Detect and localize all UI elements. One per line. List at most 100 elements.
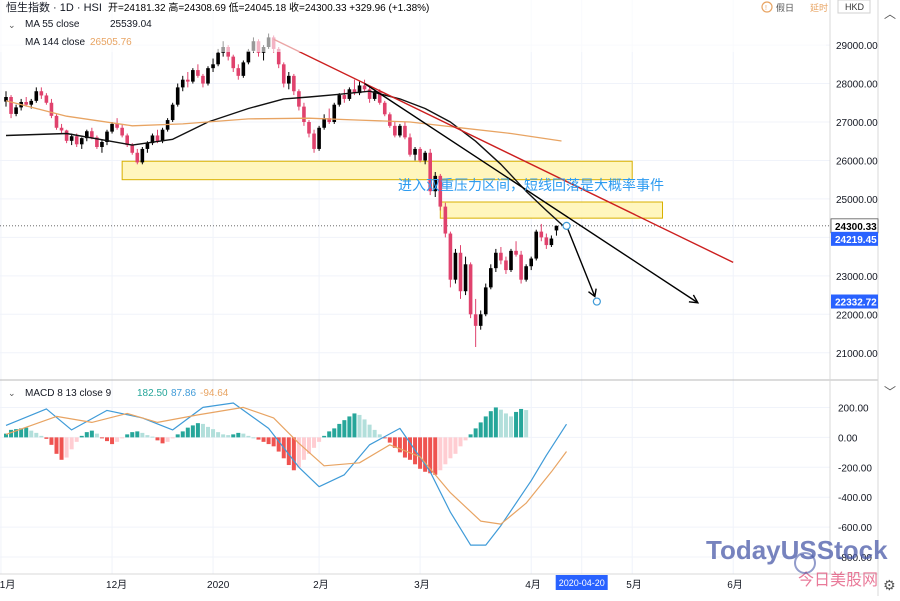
chevron-down-icon[interactable]: ﹀ — [884, 385, 896, 399]
candle-body — [95, 137, 99, 147]
candle-body — [312, 133, 316, 149]
macd-histogram-bar — [105, 437, 109, 442]
candle-body — [135, 152, 140, 163]
candle-body — [150, 135, 155, 144]
candle-body — [544, 237, 549, 246]
macd-histogram-bar — [448, 437, 453, 459]
candle-body — [478, 314, 483, 326]
projection-start-handle — [562, 221, 571, 230]
candle-body — [529, 258, 533, 267]
ma144-label[interactable]: MA 144 close — [25, 37, 85, 48]
candle-body — [115, 123, 119, 128]
candle-body — [342, 95, 347, 99]
macd-histogram-bar — [190, 425, 195, 438]
candle-body — [357, 85, 362, 94]
candle-body — [483, 287, 488, 315]
macd-histogram-bar — [382, 437, 387, 439]
macd-histogram-bar — [49, 437, 54, 445]
candle-body — [468, 264, 473, 315]
candle-body — [433, 175, 438, 192]
macd-histogram-bar — [135, 431, 140, 438]
time-tick-label: 4月 — [525, 579, 541, 591]
macd-histogram-bar — [69, 437, 74, 450]
candle-body — [100, 142, 104, 147]
collapse-macd-icon[interactable]: ⌄ — [8, 388, 16, 398]
macd-histogram-bar — [39, 435, 44, 438]
macd-histogram-bar — [251, 437, 256, 439]
candle-body — [489, 268, 493, 288]
chevron-up-icon[interactable]: ︿ — [884, 7, 896, 21]
currency-badge[interactable] — [837, 0, 871, 14]
info-icon[interactable] — [761, 1, 773, 13]
candle-body — [196, 70, 200, 76]
candle-body — [382, 102, 387, 115]
macd-histogram-bar — [402, 437, 407, 458]
macd-histogram-bar — [24, 427, 29, 438]
macd-histogram-bar — [483, 416, 488, 438]
macd-histogram-bar — [428, 437, 433, 474]
candle-body — [90, 131, 94, 138]
price-tick-label: 27000.00 — [836, 118, 878, 129]
candle-body — [413, 148, 417, 155]
time-tick-label: 2月 — [313, 579, 329, 591]
candle-body — [29, 100, 34, 105]
macd-histogram-bar — [377, 434, 382, 438]
macd-histogram-bar — [99, 437, 104, 439]
candle-body — [362, 85, 367, 90]
time-axis[interactable]: 11月 12月 2020 2月 3月 4月 2020-04-20 5月 6月 — [0, 575, 743, 591]
macd-histogram-bar — [170, 437, 175, 439]
macd-histogram-bar — [463, 437, 468, 441]
candle-body — [322, 118, 326, 128]
candle-body — [327, 118, 331, 122]
candle-body — [539, 231, 544, 238]
price-tick-label: 25000.00 — [836, 195, 878, 206]
gear-icon[interactable]: ⚙ — [883, 577, 896, 593]
macd-histogram-bar — [392, 437, 397, 448]
delayed-label: 延时 — [810, 2, 828, 13]
macd-histogram-bar — [115, 437, 120, 442]
candle-body — [216, 52, 220, 65]
macd-histogram-bar — [332, 428, 337, 438]
candle-body — [160, 129, 165, 142]
candle-body — [398, 125, 402, 136]
time-cursor-label: 2020-04-20 — [559, 578, 605, 588]
macd-histogram-bar — [408, 437, 412, 460]
candle-body — [499, 252, 503, 261]
macd-histogram-bar — [261, 437, 266, 442]
price-tags: 24300.33 24219.45 22332.72 — [830, 218, 879, 309]
candle-body — [231, 56, 236, 69]
macd-histogram-bar — [473, 428, 478, 438]
trend-lines[interactable] — [273, 38, 734, 306]
candle-body — [145, 143, 150, 149]
ma55-value: 25539.04 — [110, 19, 152, 30]
red-trend-line — [273, 38, 734, 264]
info-icon-glyph: ! — [765, 5, 767, 12]
collapse-legend-icon[interactable]: ⌄ — [8, 20, 16, 30]
candle-body — [524, 266, 528, 280]
macd-histogram-bar — [423, 437, 428, 472]
macd-histogram-bar — [29, 430, 34, 438]
ohlc-readout: 开=24181.32 高=24308.69 低=24045.18 收=24300… — [108, 1, 429, 14]
macd-histogram-bar — [34, 432, 39, 438]
symbol-title[interactable]: 恒生指数 · 1D · HSI — [6, 0, 102, 14]
macd-histogram-bar — [140, 432, 145, 438]
macd-histogram-bar — [54, 437, 59, 454]
candle-body — [186, 79, 190, 82]
macd-histogram-bar — [266, 437, 271, 445]
ma55-label[interactable]: MA 55 close — [25, 19, 80, 30]
candle-body — [519, 254, 523, 280]
macd-histogram-bar — [110, 437, 115, 445]
macd-histogram-bar — [524, 410, 529, 438]
macd-histogram-bar — [89, 430, 94, 438]
candle-body — [423, 152, 427, 161]
candle-body — [458, 252, 463, 292]
macd-tick-label: -800.00 — [838, 553, 872, 564]
macd-histogram-bar — [468, 434, 473, 438]
candle-body — [494, 252, 498, 269]
price-tick-label: 22000.00 — [836, 310, 878, 321]
macd-label[interactable]: MACD 8 13 close 9 — [25, 388, 112, 399]
candle-body — [170, 104, 175, 121]
macd-panel[interactable] — [4, 402, 568, 546]
